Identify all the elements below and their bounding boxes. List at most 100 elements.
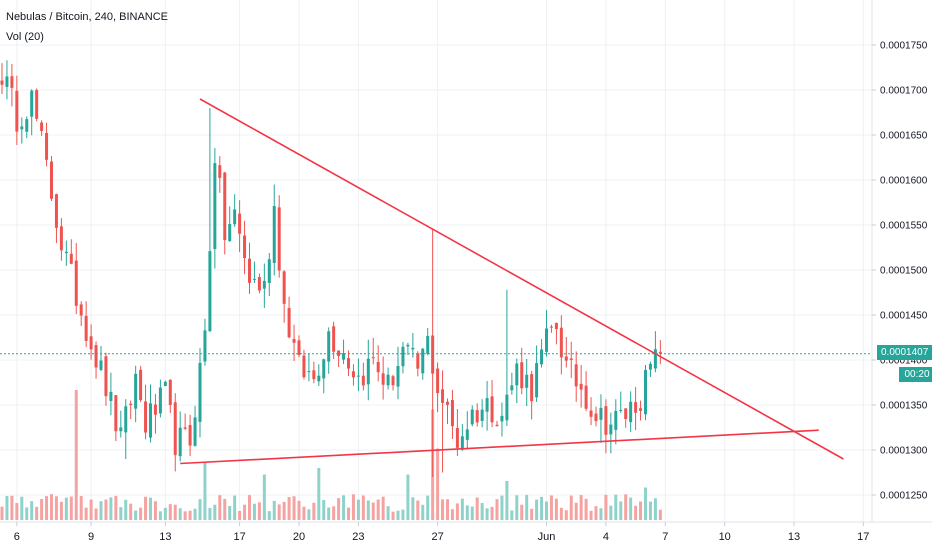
candle-body <box>426 335 430 354</box>
candle-body <box>94 345 98 368</box>
trendlines[interactable] <box>180 98 844 465</box>
candle-body <box>421 348 425 374</box>
price-tick-label: 0.0001550 <box>880 221 928 232</box>
volume-bar <box>139 507 143 520</box>
price-tick-label: 0.0001500 <box>880 266 928 277</box>
price-tick-label: 0.0001450 <box>880 311 928 322</box>
volume-bar <box>94 508 98 520</box>
candle-body <box>168 379 172 405</box>
candle-body <box>287 308 291 338</box>
volume-bar <box>485 508 489 520</box>
candle-body <box>124 406 128 433</box>
candle-body <box>406 344 410 347</box>
volume-bar <box>411 497 415 520</box>
price-axis[interactable]: 0.0001250 0.0001300 0.0001350 0.0001400 0.00… <box>872 41 928 502</box>
candle-body <box>505 394 509 421</box>
candle-body <box>337 350 341 357</box>
time-tick-label: 17 <box>857 531 869 543</box>
candle-body <box>178 427 182 457</box>
volume-bar <box>0 506 4 520</box>
candle-body <box>223 172 227 241</box>
candle-body <box>549 326 553 328</box>
candle-body <box>495 424 499 427</box>
candle-body <box>119 427 123 432</box>
candle-body <box>69 253 73 264</box>
volume-bar <box>441 499 445 520</box>
volume-bar <box>381 496 385 520</box>
candle-body <box>614 410 618 430</box>
volume-bar <box>134 510 138 520</box>
bar-countdown-tag: 00:20 <box>899 366 932 382</box>
candle-body <box>648 363 652 370</box>
volume-bar <box>584 498 588 520</box>
time-axis[interactable]: 6 9 13 17 20 23 27 Jun 4 7 10 13 17 <box>14 522 870 543</box>
volume-bar <box>446 499 449 520</box>
candle-body <box>604 406 608 435</box>
candle-body <box>535 363 539 398</box>
volume-bar <box>297 500 301 520</box>
volume-bar <box>54 496 58 520</box>
volume-bar <box>317 468 321 520</box>
volume-bar <box>356 499 360 520</box>
candle-body <box>0 80 4 85</box>
price-tick-label: 0.0001300 <box>880 446 928 457</box>
volume-bar <box>559 507 563 520</box>
volume-bar <box>401 509 405 520</box>
candle-body <box>376 362 380 373</box>
volume-bar <box>5 495 9 520</box>
candle-body <box>475 410 479 423</box>
volume-bars <box>0 390 662 520</box>
volume-bar <box>619 501 623 520</box>
volume-bar <box>480 503 484 520</box>
candle-body <box>238 213 242 234</box>
volume-bar <box>648 501 652 520</box>
volume-bar <box>213 504 217 520</box>
time-tick-label: 10 <box>719 531 731 543</box>
candle-body <box>198 362 202 422</box>
volume-bar <box>530 508 534 520</box>
candle-body <box>540 349 544 365</box>
candle-body <box>173 402 177 456</box>
candle-body <box>10 76 14 88</box>
volume-bar <box>540 496 544 520</box>
candle-body <box>609 424 613 435</box>
volume-bar <box>89 499 93 520</box>
candle-body <box>584 385 588 409</box>
volume-bar <box>74 390 78 520</box>
trendline[interactable] <box>180 429 819 465</box>
volume-bar <box>510 510 514 520</box>
price-tick-label: 0.0001600 <box>880 176 928 187</box>
legend-volume-label[interactable]: Vol (20) <box>6 31 44 43</box>
legend-symbol-title[interactable]: Nebulas / Bitcoin, 240, BINANCE <box>6 11 169 23</box>
candle-body <box>134 373 138 409</box>
volume-bar <box>248 495 251 520</box>
volume-bar <box>460 498 464 520</box>
volume-bar <box>342 495 346 520</box>
trendline[interactable] <box>199 98 844 460</box>
candle-body <box>89 336 93 350</box>
candle-body <box>455 428 459 448</box>
volume-bar <box>104 499 108 520</box>
candle-body <box>233 209 237 225</box>
candle-body <box>317 375 321 382</box>
time-tick-label: 13 <box>159 531 171 543</box>
volume-bar <box>119 507 123 520</box>
candle-body <box>441 389 445 403</box>
candle-body <box>40 122 44 131</box>
candle-body <box>109 391 113 401</box>
volume-bar <box>421 504 425 520</box>
candle-body <box>599 407 603 420</box>
price-tick-label: 0.0001250 <box>880 491 928 502</box>
volume-bar <box>238 510 242 520</box>
volume-bar <box>332 506 336 520</box>
candle-body <box>267 259 271 283</box>
volume-bar <box>59 501 63 520</box>
price-tick-label: 0.0001700 <box>880 86 928 97</box>
candle-body <box>218 165 222 178</box>
volume-bar <box>124 499 128 520</box>
candle-body <box>658 351 662 354</box>
volume-bar <box>50 494 53 520</box>
candle-body <box>252 278 256 280</box>
last-price-tag: 0.0001407 <box>877 344 932 360</box>
